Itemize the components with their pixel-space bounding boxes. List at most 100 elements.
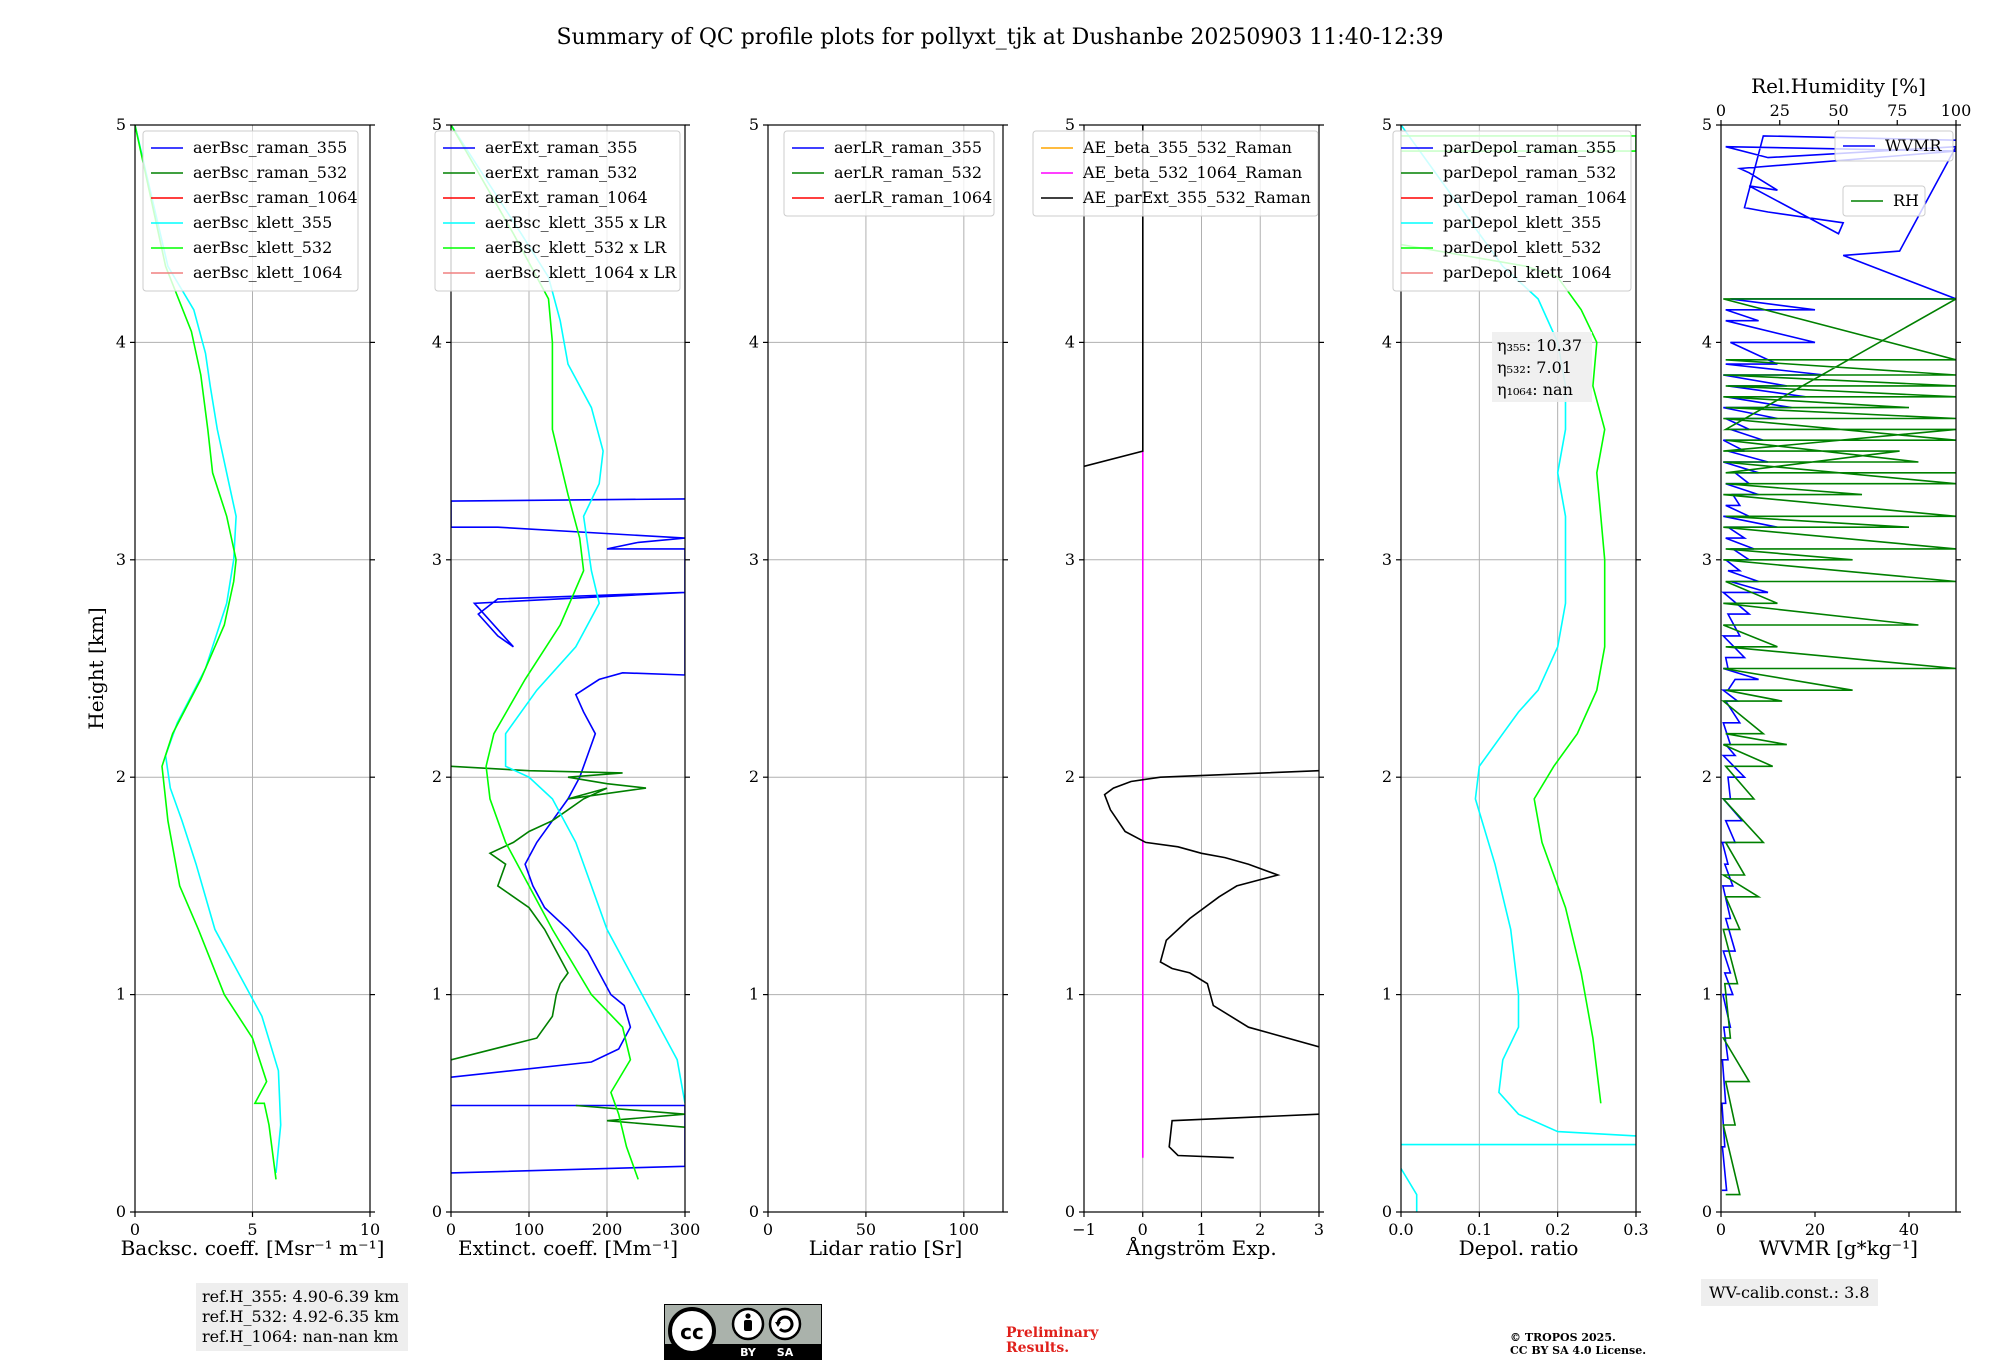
legend-label: aerBsc_raman_532 xyxy=(193,163,347,182)
x-tick-label: 300 xyxy=(670,1220,701,1239)
x-tick-label: 5 xyxy=(247,1220,257,1239)
x-tick-label: 0.2 xyxy=(1545,1220,1570,1239)
series-line-aerbsc-klett-532-x-lr xyxy=(451,125,639,1180)
y-tick-label: 0 xyxy=(1382,1202,1392,1221)
x-tick-label: 200 xyxy=(592,1220,623,1239)
y-tick-label: 2 xyxy=(116,767,126,786)
top-x-tick-label: 25 xyxy=(1770,101,1790,120)
x-tick-label: 0 xyxy=(446,1220,456,1239)
x-tick-label: 2 xyxy=(1255,1220,1265,1239)
x-tick-label: 0 xyxy=(1716,1220,1726,1239)
y-tick-label: 2 xyxy=(1382,767,1392,786)
legend-label: aerBsc_klett_355 xyxy=(193,213,332,232)
legend-label: parDepol_klett_355 xyxy=(1443,213,1601,232)
legend-label: aerExt_raman_355 xyxy=(485,138,638,157)
wv-calib-box: WV-calib.const.: 3.8 xyxy=(1701,1279,1878,1306)
x-tick-label: 3 xyxy=(1314,1220,1324,1239)
top-x-axis-label: Rel.Humidity [%] xyxy=(1751,74,1926,98)
legend-label: aerBsc_raman_355 xyxy=(193,138,347,157)
x-tick-label: 0.1 xyxy=(1467,1220,1492,1239)
eta-annotation-box xyxy=(1492,332,1592,402)
x-tick-label: 100 xyxy=(514,1220,545,1239)
top-x-tick-label: 75 xyxy=(1887,101,1907,120)
x-tick-label: 10 xyxy=(360,1220,380,1239)
y-tick-label: 4 xyxy=(116,332,126,351)
x-tick-label: 0 xyxy=(1138,1220,1148,1239)
x-tick-label: 0 xyxy=(130,1220,140,1239)
figure-title: Summary of QC profile plots for pollyxt_… xyxy=(556,25,1443,50)
y-tick-label: 0 xyxy=(1065,1202,1075,1221)
y-tick-label: 3 xyxy=(1702,550,1712,569)
y-tick-label: 0 xyxy=(749,1202,759,1221)
reference-height-box: ref.H_355: 4.90-6.39 km ref.H_532: 4.92-… xyxy=(196,1283,408,1351)
legend-label: aerLR_raman_355 xyxy=(834,138,982,157)
legend-label: parDepol_raman_355 xyxy=(1443,138,1616,157)
copyright-note: © TROPOS 2025. CC BY SA 4.0 License. xyxy=(1510,1331,1646,1357)
y-tick-label: 0 xyxy=(1702,1202,1712,1221)
legend-box xyxy=(1392,130,1632,292)
legend-box-rh xyxy=(1842,185,1926,217)
legend-label: AE_parExt_355_532_Raman xyxy=(1082,188,1311,207)
legend-label: WVMR xyxy=(1885,136,1942,155)
y-tick-label: 5 xyxy=(1065,115,1075,134)
x-axis-label: Extinct. coeff. [Mm⁻¹] xyxy=(458,1236,678,1260)
y-tick-label: 3 xyxy=(116,550,126,569)
y-tick-label: 1 xyxy=(1382,985,1392,1004)
x-tick-label: 0.0 xyxy=(1388,1220,1413,1239)
x-axis-label: Depol. ratio xyxy=(1459,1236,1579,1260)
legend-label: AE_beta_532_1064_Raman xyxy=(1082,163,1302,182)
x-axis-label: WVMR [g*kg⁻¹] xyxy=(1759,1236,1918,1260)
eta532-label: η₅₃₂: 7.01 xyxy=(1497,358,1572,377)
lidar-ratio-panel: 0 50 100 0 1 2 3 4 5 Lidar ratio [Sr] aerLR_raman_… xyxy=(749,115,1008,1260)
wv-calib-text: WV-calib.const.: 3.8 xyxy=(1709,1283,1870,1302)
y-tick-label: 3 xyxy=(1065,550,1075,569)
legend-label: aerExt_raman_1064 xyxy=(485,188,648,207)
y-tick-label: 0 xyxy=(432,1202,442,1221)
ref-h-1064: ref.H_1064: nan-nan km xyxy=(202,1327,399,1346)
y-tick-label: 4 xyxy=(749,332,759,351)
y-tick-label: 1 xyxy=(116,985,126,1004)
y-tick-label: 3 xyxy=(749,550,759,569)
series-line-aerbsc-klett-355-x-lr xyxy=(451,125,685,1104)
x-tick-label: 100 xyxy=(949,1220,980,1239)
extinction-panel: 0 100 200 300 0 1 2 3 4 5 Extinct. coeff. [Mm⁻¹] ae… xyxy=(432,115,700,1260)
legend-box xyxy=(1032,130,1319,217)
legend-label: AE_beta_355_532_Raman xyxy=(1082,138,1292,157)
legend-box xyxy=(783,130,995,217)
legend-label: parDepol_raman_1064 xyxy=(1443,188,1627,207)
eta355-label: η₃₅₅: 10.37 xyxy=(1497,336,1582,355)
legend-label: aerLR_raman_532 xyxy=(834,163,982,182)
y-tick-label: 1 xyxy=(1065,985,1075,1004)
x-tick-label: 50 xyxy=(856,1220,876,1239)
y-tick-label: 2 xyxy=(432,767,442,786)
y-tick-label: 4 xyxy=(1382,332,1392,351)
cc-icon xyxy=(668,1307,716,1355)
y-tick-label: 4 xyxy=(1702,332,1712,351)
sa-share-icon xyxy=(768,1307,802,1341)
legend-label: aerBsc_klett_355 x LR xyxy=(485,213,667,232)
legend-label: parDepol_raman_532 xyxy=(1443,163,1616,182)
series-line-aerbsc-klett-532 xyxy=(135,125,277,1180)
wvmr-panel: 0 20 40 0 1 2 3 4 5 WVMR [g*kg⁻¹] 0 25 50 75 100 Rel.Hu… xyxy=(1702,74,1971,1260)
x-axis-label: Lidar ratio [Sr] xyxy=(809,1236,963,1260)
y-axis-label: Height [km] xyxy=(84,607,108,729)
preliminary-line-1: Preliminary xyxy=(1006,1325,1099,1341)
x-axis-label: Ångström Exp. xyxy=(1125,1235,1276,1260)
y-tick-label: 5 xyxy=(1702,115,1712,134)
y-tick-label: 4 xyxy=(432,332,442,351)
x-tick-label: −1 xyxy=(1072,1220,1096,1239)
x-axis-label: Backsc. coeff. [Msr⁻¹ m⁻¹] xyxy=(121,1236,385,1260)
legend-box xyxy=(434,130,681,292)
y-tick-label: 2 xyxy=(749,767,759,786)
axes-frame xyxy=(1400,124,1637,1213)
y-tick-label: 3 xyxy=(1382,550,1392,569)
axes-frame xyxy=(767,124,1004,1213)
x-tick-label: 0.3 xyxy=(1623,1220,1648,1239)
series-line-ae-parext-355-532-raman xyxy=(1084,125,1319,1159)
depolarization-panel: 0.0 0.1 0.2 0.3 0 1 2 3 4 5 Depol. ratio parDepol_r… xyxy=(1382,115,1649,1260)
legend-label: parDepol_klett_1064 xyxy=(1443,263,1612,282)
